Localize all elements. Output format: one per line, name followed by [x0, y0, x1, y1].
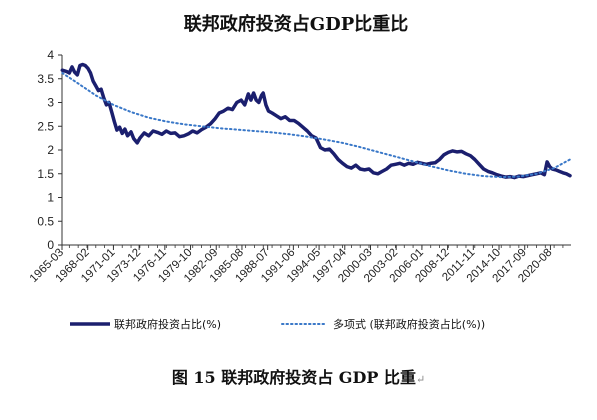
y-tick-label: 3: [47, 96, 54, 110]
series-line-polynomial-trend: [61, 72, 571, 179]
y-axis: 0 0.5 1 1.5 2 2.5 3 3.5 4: [37, 48, 63, 252]
y-tick-label: 3.5: [37, 72, 54, 86]
y-tick-label: 1.5: [37, 167, 54, 181]
y-tick-label: 2: [47, 143, 54, 157]
legend: 联邦政府投资占比(%) 多项式 (联邦政府投资占比(%)): [70, 317, 485, 331]
return-mark: ↵: [415, 373, 426, 386]
y-tick-label: 0: [47, 238, 54, 252]
legend-label-polynomial-trend: 多项式 (联邦政府投资占比(%)): [333, 317, 485, 331]
series-layer: [60, 62, 572, 180]
y-tick-label: 1: [47, 191, 54, 205]
caption-text: 图 15 联邦政府投资占 GDP 比重: [171, 368, 416, 387]
y-tick-label: 4: [47, 48, 54, 62]
series-line-investment-share: [60, 62, 572, 180]
chart-title: 联邦政府投资占GDP比重比: [184, 13, 409, 35]
y-tick-label: 2.5: [37, 119, 54, 133]
figure-caption: 图 15 联邦政府投资占 GDP 比重↵: [0, 364, 597, 388]
y-tick-label: 0.5: [37, 214, 54, 228]
x-axis: 1965-031968-021971-011973-121976-111979-…: [28, 244, 571, 285]
legend-label-investment-share: 联邦政府投资占比(%): [114, 317, 221, 331]
